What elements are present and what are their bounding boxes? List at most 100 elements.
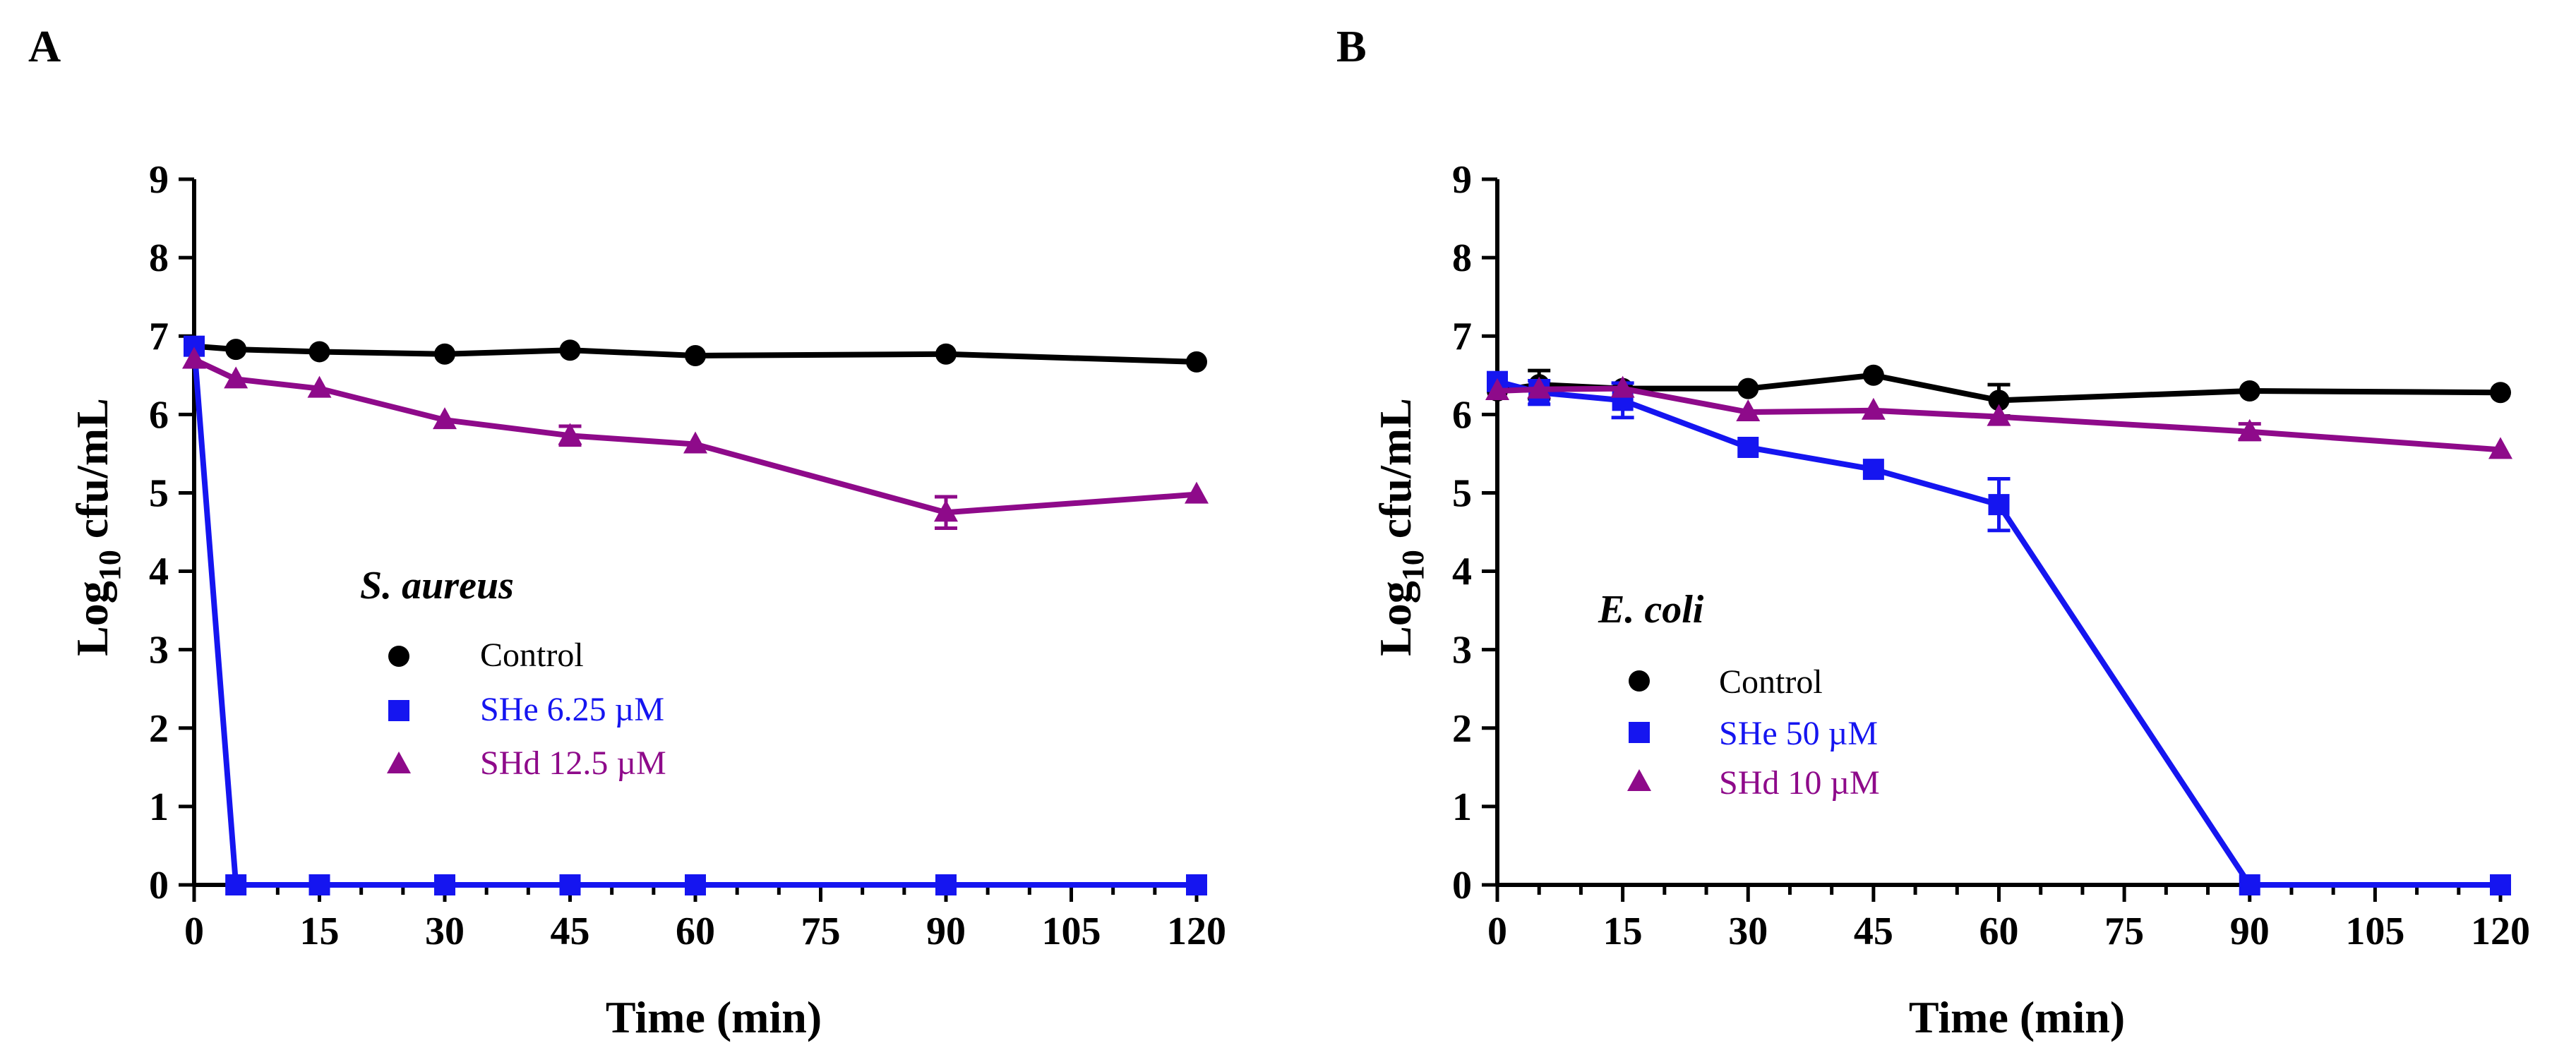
panel-a-control-point: [308, 341, 330, 363]
panel-b-x-tick-label: 90: [2230, 910, 2270, 953]
panel-a-x-tick-label: 45: [551, 910, 590, 953]
panel-b-shd-point: [1485, 378, 1509, 400]
panel-a-she-point: [308, 874, 330, 895]
panel-b-x-tick-label: 75: [2104, 910, 2144, 953]
panel-a-y-axis-title-subscript: 10: [92, 550, 127, 581]
panel-a-shd-point: [433, 407, 457, 430]
panel-a-shd-point: [182, 346, 206, 369]
panel-b-shd-point: [2237, 418, 2262, 441]
panel-a-y-axis-title-main: Log: [67, 581, 117, 656]
panel-b-shd-line: [1497, 385, 2501, 453]
panel-a-she-point: [434, 874, 455, 895]
panel-b-legend: E. coli Control SHe 50 µM SHd 10 µM: [1598, 588, 1880, 802]
panel-a-control-point: [685, 345, 706, 366]
panel-a-x-tick-label: 90: [926, 910, 966, 953]
panel-b-legend-title: E. coli: [1598, 588, 1704, 632]
panel-a-x-tick-label: 15: [300, 910, 340, 953]
panel-a-x-tick-label: 75: [801, 910, 841, 953]
panel-a-y-tick-label: 2: [149, 707, 169, 751]
panel-b-legend-symbol-control: [1629, 670, 1650, 692]
panel-b-control-point: [1737, 378, 1759, 399]
panel-b-she-point: [1737, 437, 1759, 458]
panel-b-x-tick-label: 30: [1728, 910, 1768, 953]
panel-b-control-point: [1862, 364, 1884, 386]
panel-b-x-tick-label: 120: [2471, 910, 2530, 953]
panel-b-shd-point: [1861, 397, 1886, 420]
panel-a-she-point: [685, 874, 706, 895]
panel-a-shd-point: [1185, 481, 1209, 504]
panel-b-y-tick-label: 3: [1452, 629, 1472, 672]
panel-a-legend-marker-she: [388, 700, 409, 721]
panel-b-legend-marker-she: [1629, 722, 1650, 743]
panel-b-x-tick-label: 15: [1603, 910, 1643, 953]
panel-b-letter: B: [1336, 21, 1367, 71]
panel-b-legend-label-shd: SHd 10 µM: [1719, 764, 1880, 802]
panel-a-y-tick-label: 0: [149, 864, 169, 907]
panel-a-x-tick-label: 30: [425, 910, 465, 953]
panel-b-legend-marker-control: [1629, 670, 1650, 692]
panel-a-she-point: [935, 874, 957, 895]
panel-b-y-tick-label: 2: [1452, 707, 1472, 751]
panel-b-legend-label-she: SHe 50 µM: [1719, 715, 1878, 752]
panel-a-y-tick-label: 9: [149, 158, 169, 202]
panel-b-she-line: [1496, 378, 2500, 888]
panel-b-shd-point: [2488, 437, 2512, 459]
panel-b-y-tick-label: 7: [1452, 315, 1472, 358]
panel-a-legend-symbol-shd: [387, 752, 411, 773]
panel-a-control-point: [559, 339, 581, 361]
panel-b-legend-label-control: Control: [1719, 663, 1823, 701]
panel-b-y-tick-label: 5: [1452, 471, 1472, 515]
panel-b-y-axis-title: Log10 cfu/mL: [1370, 398, 1430, 656]
panel-a-legend-symbol-control: [388, 646, 409, 667]
panel-a-y-tick-label: 5: [149, 471, 169, 515]
panel-a-x-tick-label: 120: [1167, 910, 1226, 953]
panel-a-control-point: [225, 339, 247, 361]
panel-b-legend-symbol-shd: [1627, 769, 1651, 791]
panel-a-shd-point: [683, 431, 707, 454]
panel-b-shd-point: [1527, 376, 1552, 399]
panel-b-legend-symbol-she: [1629, 722, 1650, 743]
panel-b-y-tick-label: 8: [1452, 236, 1472, 280]
panel-a-legend-marker-shd: [387, 752, 411, 773]
panel-b-control-point: [2490, 382, 2511, 404]
panel-b-y-tick-label: 4: [1452, 550, 1472, 594]
panel-a-y-tick-label: 3: [149, 629, 169, 672]
panel-a-shd-point: [558, 423, 582, 445]
panel-a-y-axis-title-unit: cfu/mL: [67, 398, 117, 550]
panel-a-legend-label-control: Control: [480, 636, 584, 674]
panel-a-shd-point: [934, 500, 958, 522]
panel-a-x-tick-label: 60: [676, 910, 715, 953]
panel-a-x-tick-label: 0: [184, 910, 204, 953]
panel-b-x-tick-label: 0: [1487, 910, 1507, 953]
panel-a-x-axis-title: Time (min): [606, 992, 822, 1042]
panel-a-she-line: [191, 346, 1197, 888]
panel-a-she-point: [1186, 874, 1207, 895]
panel-a-y-tick-label: 8: [149, 236, 169, 280]
panel-a-legend-symbol-she: [388, 700, 409, 721]
panel-b-x-tick-label: 105: [2345, 910, 2404, 953]
panel-b-control-point: [2239, 380, 2260, 402]
panel-a-legend-label-she: SHe 6.25 µM: [480, 691, 664, 728]
panel-b-control-point: [1988, 390, 2010, 411]
panel-b-y-tick-label: 9: [1452, 158, 1472, 202]
panel-a-control-line: [193, 343, 1197, 365]
panel-b-she-point: [1862, 459, 1884, 481]
panel-a-y-tick-label: 7: [149, 315, 169, 358]
panel-b-she-point: [2239, 874, 2260, 895]
panel-a-y-axis-title: Log10 cfu/mL: [67, 398, 127, 656]
panel-a-y-tick-label: 6: [149, 393, 169, 437]
panel-a-legend-marker-control: [388, 646, 409, 667]
panel-b-y-tick-label: 0: [1452, 864, 1472, 907]
panel-a-she-point: [225, 874, 247, 895]
panel-a-control-point: [1186, 351, 1207, 373]
panel-a-shd-point: [224, 366, 248, 389]
panel-b-she-point: [1988, 494, 2010, 516]
panel-a-y-tick-label: 4: [149, 550, 169, 594]
panel-b-y-tick-label: 1: [1452, 785, 1472, 829]
panel-b-y-tick-label: 6: [1452, 393, 1472, 437]
